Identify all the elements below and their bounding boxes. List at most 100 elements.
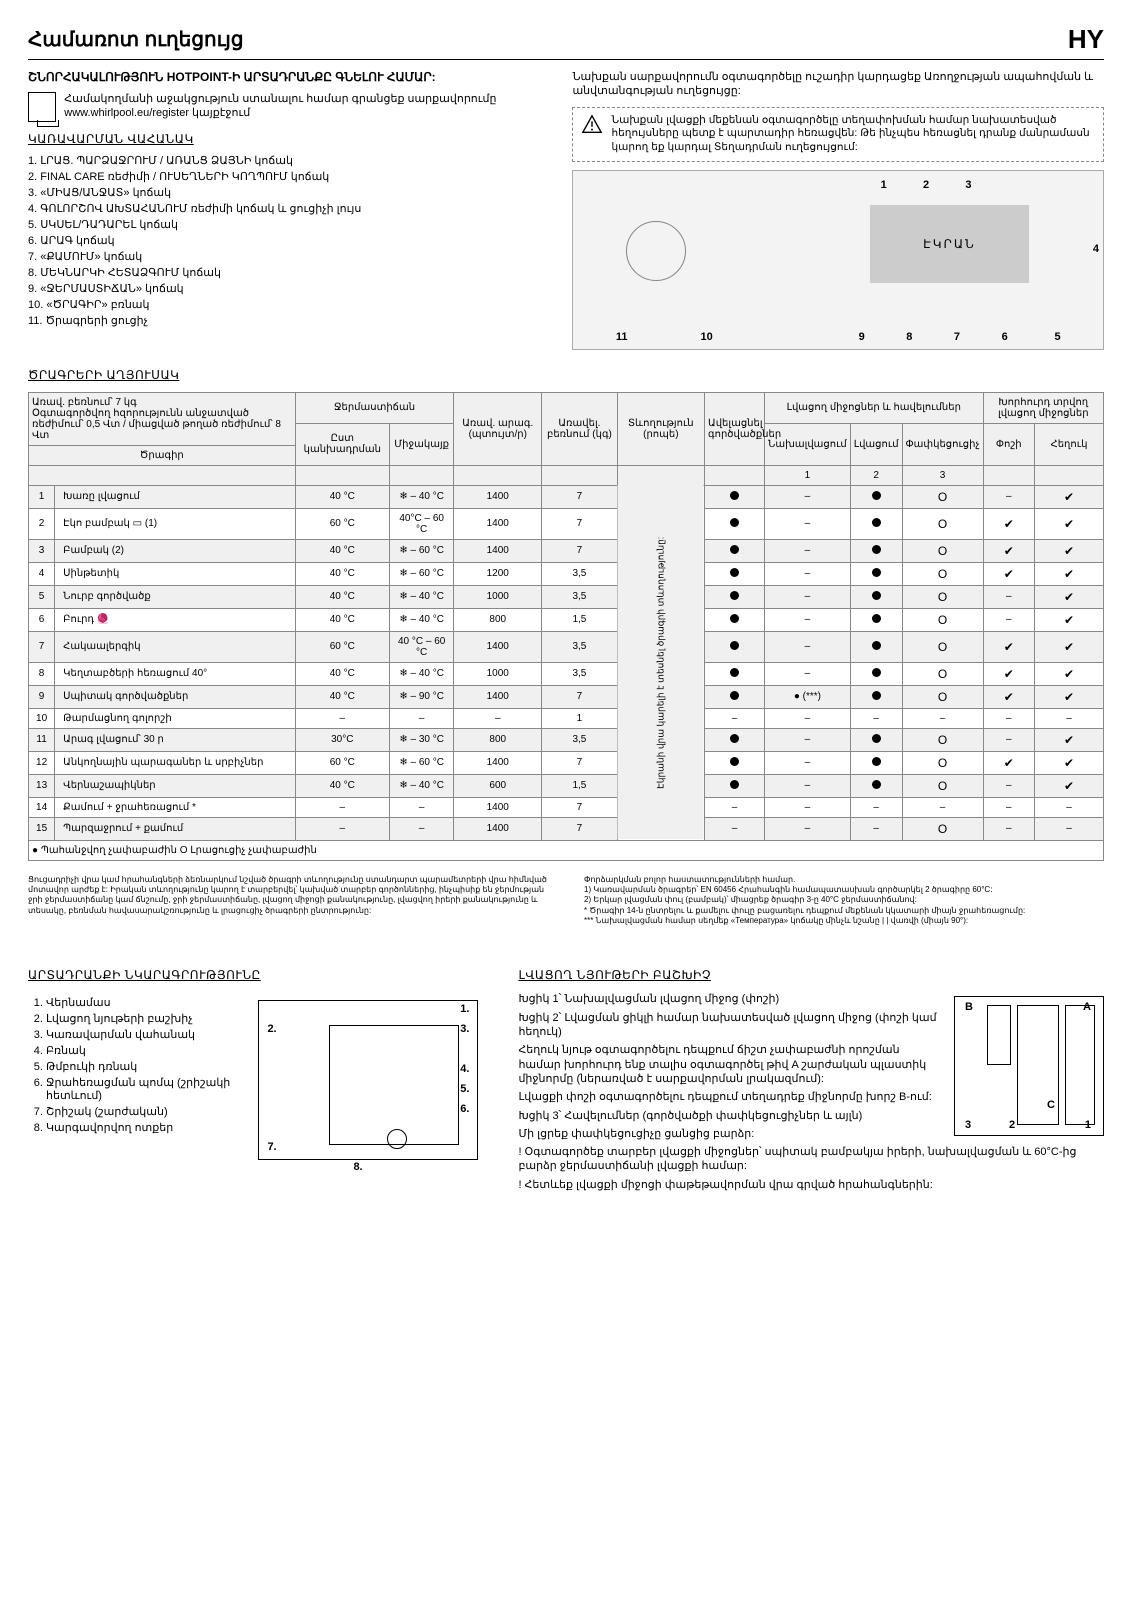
callout-1: 1 [881, 179, 887, 191]
table-row: 6Բուրդ 🧶40 °C❄ – 40 °C8001,5–O–✔ [29, 608, 1104, 631]
warning-text: Նախքան լվացքի մեքենան օգտագործելը տեղափո… [611, 114, 1095, 155]
col-d1-num: 1 [765, 465, 851, 485]
panel-list-item: 1. ԼՐԱՑ. ՊԱՐՁԱՋՐՈՒՄ / ԱՌԱՆՑ ՁԱՅՆԻ կոճակ [28, 154, 544, 167]
panel-list-item: 5. ՍԿՍԵԼ/ԴԱԴԱՐԵԼ կոճակ [28, 218, 544, 231]
col-wetness: Ավելացնել գործվածքներ [705, 392, 765, 465]
table-row: 11Արագ լվացում՝ 30 ր30°C❄ – 30 °C8003,5–… [29, 728, 1104, 751]
panel-list-item: 3. «ՄԻԱՑ/ԱՆՋԱՏ» կոճակ [28, 186, 544, 199]
panel-list-item: 7. «ՔԱՄՈՒՄ» կոճակ [28, 250, 544, 263]
product-desc-heading: ԱՐՏԱԴՐԱՆՔԻ ՆԿԱՐԱԳՐՈՒԹՅՈՒՆԸ [28, 968, 478, 982]
safety-note: Նախքան սարքավորումն օգտագործելը ուշադիր … [572, 70, 1104, 99]
col-d2-num: 2 [850, 465, 902, 485]
control-panel-diagram: ԷԿՐԱՆ 1 2 3 4 5 6 7 8 9 10 11 [572, 170, 1104, 350]
col-load: Առավել. բեռնում (կգ) [542, 392, 617, 465]
drawer-lbl-7: 7. [267, 1141, 276, 1153]
table-row: 9Սպիտակ գործվածքներ40 °C❄ – 90 °C14007● … [29, 685, 1104, 708]
program-table: Առավ. բեռնում՝ 7 կգ Օգտագործվող հզորությ… [28, 392, 1104, 861]
panel-list-item: 2. FINAL CARE ռեժիմի / ՈՒՍԵՂՆԵՐԻ ԿՈՂՊՈՒՄ… [28, 170, 544, 183]
panel-list-item: 6. ԱՐԱԳ կոճակ [28, 234, 544, 247]
intro-heading: ՇՆՈՐՀԱԿԱԼՈՒԹՅՈՒՆ HOTPOINT-Ի ԱՐՏԱԴՐԱՆՔԸ Գ… [28, 70, 544, 86]
table-row: 3Բամբակ (2)40 °C❄ – 60 °C14007–O✔✔ [29, 539, 1104, 562]
drawer-lbl-5: 5. [460, 1083, 469, 1095]
col-d2: Լվացում [850, 423, 902, 465]
col-d3-num: 3 [902, 465, 983, 485]
col-deterg-group: Լվացող միջոցներ և հավելումներ [765, 392, 984, 423]
drawer-lbl-2: 2. [267, 1023, 276, 1035]
control-panel-list: 1. ԼՐԱՑ. ՊԱՐՁԱՋՐՈՒՄ / ԱՌԱՆՑ ՁԱՅՆԻ կոճակ 2… [28, 154, 544, 327]
desc-list-item: Վերնամաս [46, 996, 242, 1009]
callout-9: 9 [859, 331, 865, 343]
monitor-icon [28, 92, 56, 122]
drawer-lbl-1: 1. [460, 1003, 469, 1015]
table-row: 4Սինթետիկ40 °C❄ – 60 °C12003,5–O✔✔ [29, 562, 1104, 585]
desc-list-item: Թմբուկի դռնակ [46, 1060, 242, 1073]
dial-icon [626, 221, 686, 281]
slot-1: 1 [1085, 1119, 1091, 1131]
slot-B: B [965, 1001, 973, 1013]
footnote-right: Փորձարկման բոլոր հաստատությունների համար… [584, 875, 1104, 927]
table-row: 13Վերնաշապիկներ40 °C❄ – 40 °C6001,5–O–✔ [29, 774, 1104, 797]
slot-C: C [1047, 1099, 1055, 1111]
col-r1: Փոշի [983, 423, 1034, 465]
page-title: Համառոտ ուղեցույց [28, 27, 1068, 52]
callout-8: 8 [906, 331, 912, 343]
drawer-lbl-8: 8. [353, 1161, 362, 1173]
table-row: 5Նուրբ գործվածք40 °C❄ – 40 °C10003,5–O–✔ [29, 585, 1104, 608]
table-row: 1Խառը լվացում40 °C❄ – 40 °C14007Էկրանի վ… [29, 485, 1104, 508]
col-duration: Տևողություն (րոպե) [617, 392, 704, 465]
desc-list-item: Ջրահեռացման պոմպ (շրիշակի հետևում) [46, 1076, 242, 1102]
table-row: 7Հակաալերգիկ60 °C40 °C – 60 °C14003,5–O✔… [29, 631, 1104, 662]
col-speed: Առավ. արագ. (պտույտ/ր) [454, 392, 542, 465]
table-row: 2Էկո բամբակ ▭ (1)60 °C40°C – 60 °C14007–… [29, 508, 1104, 539]
detergent-paragraph: ! Օգտագործեք տարբեր լվացքի միջոցներ՝ սպի… [518, 1145, 1104, 1174]
panel-list-item: 4. ԳՈԼՈՐՇՈՎ ԱԽՏԱՀԱՆՈՒՄ ռեժիմի կոճակ և ցո… [28, 202, 544, 215]
col-temp: Ջերմաստիճան [295, 392, 454, 423]
panel-list-item: 10. «ԾՐԱԳԻՐ» բռնակ [28, 298, 544, 311]
table-row: 15Պարզաջրում + քամում––14007–––O–– [29, 817, 1104, 840]
drawer-lbl-6: 6. [460, 1103, 469, 1115]
display-label: ԷԿՐԱՆ [870, 205, 1029, 283]
drawer-lbl-3: 3. [460, 1023, 469, 1035]
col-temp2: Միջակայք [390, 423, 454, 465]
detergent-heading: ԼՎԱՑՈՂ ՆՅՈՒԹԵՐԻ ԲԱՇԽԻՉ [518, 968, 1104, 982]
table-row: 14Քամում + ջրահեռացում *––14007–––––– [29, 797, 1104, 817]
table-row: 12Անկողնային պարագաներ և սրբիչներ60 °C❄ … [29, 751, 1104, 774]
panel-list-item: 9. «ՋԵՐՄԱՍՏԻՃԱՆ» կոճակ [28, 282, 544, 295]
desc-list-item: Կարգավորվող ոտքեր [46, 1121, 242, 1134]
duration-rotated-note: Էկրանի վրա կարելի է տեսնել ծրագրի տևողու… [617, 485, 704, 840]
col-program: Ծրագիր [29, 445, 296, 465]
slot-2: 2 [1009, 1119, 1015, 1131]
detergent-paragraph: ! Հետևեք լվացքի միջոցի փաթեթավորման վրա … [518, 1178, 1104, 1192]
slot-A: A [1083, 1001, 1091, 1013]
callout-6: 6 [1002, 331, 1008, 343]
product-desc-list: Վերնամաս Լվացող նյութերի բաշխիչ Կառավարման… [46, 996, 242, 1160]
product-diagram: 1. 2. 3. 4. 5. 6. 7. 8. [258, 1000, 478, 1160]
callout-2: 2 [923, 179, 929, 191]
warning-icon [581, 114, 603, 136]
callout-7: 7 [954, 331, 960, 343]
callout-5: 5 [1055, 331, 1061, 343]
panel-list-item: 8. ՄԵԿՆԱՐԿԻ ՀԵՏԱՁԳՈՒՄ կոճակ [28, 266, 544, 279]
col-d3: Փափկեցուցիչ [902, 423, 983, 465]
control-panel-heading: ԿԱՌԱՎԱՐՄԱՆ ՎԱՀԱՆԱԿ [28, 132, 544, 146]
table-legend: ● Պահանջվող չափաբաժին O Լրացուցիչ չափաբա… [29, 840, 1104, 860]
panel-list-item: 11. Ծրագրերի ցուցիչ [28, 314, 544, 327]
callout-11: 11 [616, 331, 628, 343]
col-r2: Հեղուկ [1035, 423, 1104, 465]
table-caption: Առավ. բեռնում՝ 7 կգ Օգտագործվող հզորությ… [29, 392, 296, 445]
warning-box: Նախքան լվացքի մեքենան օգտագործելը տեղափո… [572, 107, 1104, 162]
desc-list-item: Լվացող նյութերի բաշխիչ [46, 1012, 242, 1025]
footnote-left: Ցուցադրիչի վրա կամ հրահանգների ձեռնարկու… [28, 875, 548, 927]
table-row: 10Թարմացնող գոլորշի–––1–––––– [29, 708, 1104, 728]
drawer-lbl-4: 4. [460, 1063, 469, 1075]
detergent-diagram: A B C 3 2 1 [954, 996, 1104, 1136]
callout-10: 10 [701, 331, 713, 343]
col-rinse-group: Խորհուրդ տրվող լվացող միջոցներ [983, 392, 1103, 423]
desc-list-item: Շրիշակ (շարժական) [46, 1105, 242, 1118]
table-row: 8Կեղտաբծերի հեռացում 40°40 °C❄ – 40 °C10… [29, 662, 1104, 685]
callout-3: 3 [965, 179, 971, 191]
language-code: HY [1068, 24, 1104, 55]
desc-list-item: Կառավարման վահանակ [46, 1028, 242, 1041]
callout-4: 4 [1093, 243, 1099, 255]
desc-list-item: Բռնակ [46, 1044, 242, 1057]
